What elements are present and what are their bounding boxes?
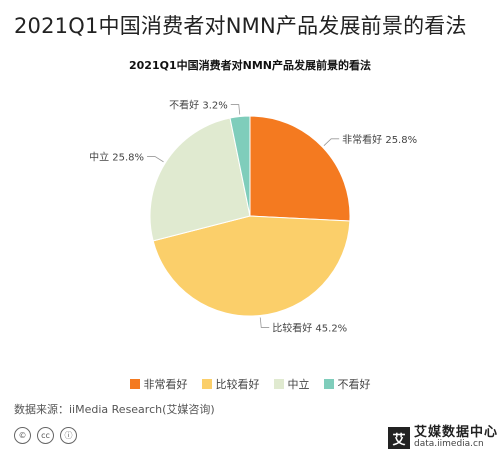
source-text: 数据来源：iiMedia Research(艾媒咨询) xyxy=(14,403,215,416)
leader-line-3 xyxy=(230,104,241,115)
pie-slice-0 xyxy=(249,115,351,222)
cc-icon: cc xyxy=(37,427,54,444)
legend-item-1: 比较看好 xyxy=(201,376,260,392)
pie-slice-1 xyxy=(152,215,351,317)
chart-title: 2021Q1中国消费者对NMN产品发展前景的看法 xyxy=(129,59,371,72)
brand-watermark: 艾 艾媒数据中心 data.iimedia.cn xyxy=(388,419,500,457)
slice-label-0: 非常看好 25.8% xyxy=(342,133,417,146)
slice-label-2: 中立 25.8% xyxy=(89,151,144,164)
legend-item-0: 非常看好 xyxy=(129,376,188,392)
brand-logo-icon: 艾 xyxy=(388,427,410,449)
legend: 非常看好 比较看好 中立 不看好 xyxy=(0,376,500,392)
legend-item-2: 中立 xyxy=(273,376,310,392)
legend-label: 非常看好 xyxy=(143,378,188,391)
brand-url: data.iimedia.cn xyxy=(414,439,484,450)
leader-line-0 xyxy=(323,138,340,147)
slice-label-3: 不看好 3.2% xyxy=(169,99,228,112)
legend-label: 比较看好 xyxy=(215,378,260,391)
pie-labels: 非常看好 25.8% 比较看好 45.2% 中立 25.8% 不看好 3.2% xyxy=(89,99,417,335)
legend-label: 中立 xyxy=(287,378,310,391)
legend-swatch xyxy=(273,379,284,389)
attribution-icon: ⓘ xyxy=(60,427,77,444)
pie-slice-2 xyxy=(149,117,251,242)
pie-slices xyxy=(149,115,351,317)
pie-slice-3 xyxy=(229,115,251,217)
pie-chart: 非常看好 25.8% 比较看好 45.2% 中立 25.8% 不看好 3.2% xyxy=(89,99,417,335)
legend-swatch xyxy=(201,379,212,389)
legend-label: 不看好 xyxy=(337,378,371,391)
page-title: 2021Q1中国消费者对NMN产品发展前景的看法 xyxy=(14,14,467,38)
leader-line-2 xyxy=(147,156,164,163)
legend-swatch xyxy=(323,379,334,389)
copyright-icon: © xyxy=(14,427,31,444)
brand-name: 艾媒数据中心 xyxy=(414,425,499,441)
legend-swatch xyxy=(129,379,140,389)
license-icons: © cc ⓘ xyxy=(14,427,77,444)
slice-label-1: 比较看好 45.2% xyxy=(272,321,347,334)
legend-item-3: 不看好 xyxy=(323,376,371,392)
leader-line-1 xyxy=(259,317,270,328)
